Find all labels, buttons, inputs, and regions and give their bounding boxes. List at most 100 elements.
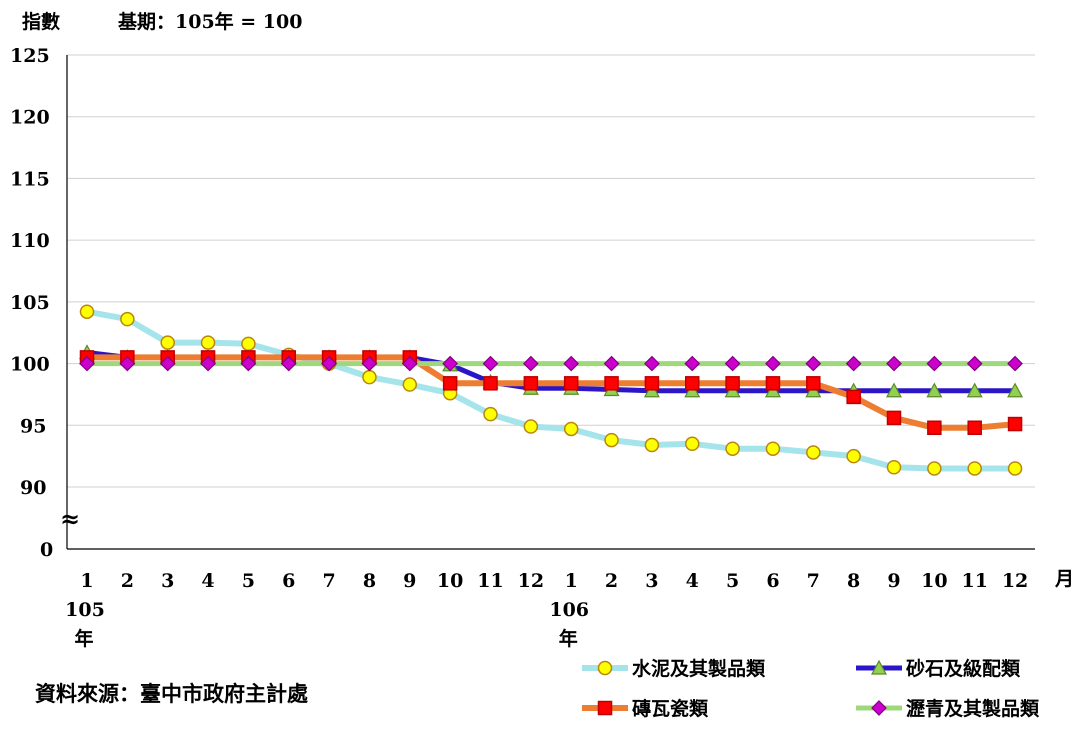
data-point	[806, 376, 821, 391]
legend-swatch-marker	[597, 700, 613, 716]
legend-item: 砂石及級配類	[856, 657, 1021, 680]
y-tick-label: 125	[10, 45, 50, 67]
x-tick-label: 5	[726, 570, 739, 592]
y-tick-label: 95	[20, 415, 46, 437]
data-point	[765, 376, 781, 391]
x-tick-label: 1	[565, 570, 578, 592]
data-point	[200, 355, 216, 372]
data-point	[241, 336, 256, 352]
base-period-note: 基期：105年 = 100	[117, 10, 302, 33]
y-tick-label: 90	[20, 477, 46, 499]
data-point	[240, 355, 257, 372]
data-point	[200, 335, 216, 350]
data-point	[604, 432, 619, 448]
x-tick-label: 11	[477, 570, 503, 592]
data-point	[1007, 461, 1023, 476]
legend-swatch-marker	[597, 660, 613, 676]
data-point	[724, 355, 741, 372]
data-point	[967, 420, 982, 436]
axis-break-symbol: ≈	[60, 504, 80, 533]
data-point	[1007, 355, 1023, 372]
data-point	[160, 335, 175, 350]
data-point	[402, 377, 418, 392]
x-tick-label: 8	[363, 570, 376, 592]
x-tick-label: 4	[201, 570, 214, 592]
data-point	[119, 355, 136, 372]
data-point	[967, 461, 982, 476]
data-point	[927, 420, 942, 436]
data-point	[886, 355, 902, 372]
data-point	[79, 304, 95, 319]
data-point	[1007, 416, 1023, 432]
series-markers-4	[79, 355, 1023, 372]
legend-label: 砂石及級配類	[906, 657, 1021, 680]
legend-label: 水泥及其製品類	[632, 658, 766, 680]
data-point	[966, 355, 983, 372]
data-point	[563, 421, 579, 437]
x-tick-label: 8	[847, 570, 860, 592]
data-point	[604, 376, 619, 391]
data-point	[805, 355, 822, 372]
x-tick-label: 2	[605, 570, 618, 592]
x-tick-label: 10	[437, 570, 463, 592]
x-unit-label: 月	[1054, 568, 1074, 590]
data-point	[644, 437, 660, 453]
x-tick-label: 3	[161, 570, 174, 592]
year-suffix-label: 年	[74, 627, 93, 650]
data-point	[523, 419, 539, 434]
data-point	[684, 355, 701, 372]
x-tick-label: 1	[80, 570, 93, 592]
year-labels: 105 年 106 年	[65, 599, 589, 650]
y-tick-label: 120	[10, 107, 50, 129]
y-tick-label: 0	[40, 539, 53, 561]
data-point	[442, 376, 458, 391]
data-point	[927, 461, 942, 476]
data-point	[685, 436, 700, 452]
x-tick-label: 5	[242, 570, 255, 592]
data-point	[482, 355, 499, 372]
x-tick-label: 10	[921, 570, 947, 592]
x-tick-label: 2	[121, 570, 134, 592]
data-point	[79, 355, 95, 372]
data-point	[483, 406, 498, 422]
data-point	[725, 376, 740, 391]
data-point	[886, 410, 902, 426]
x-tick-label: 7	[322, 570, 335, 592]
data-point	[806, 445, 821, 460]
data-point	[603, 355, 620, 372]
x-axis-ticks: 1 2 3 4 5 6 7 8 9 10 11 12 1 2 3 4 5 6 7 8 9 10 11 12	[80, 570, 1028, 592]
y-unit-label: 指數	[22, 11, 60, 33]
data-point	[523, 376, 539, 391]
x-tick-label: 12	[518, 570, 544, 592]
data-point	[361, 355, 378, 372]
data-point	[442, 355, 458, 372]
data-point	[401, 355, 418, 372]
x-tick-label: 4	[686, 570, 699, 592]
data-point	[846, 448, 861, 464]
data-point	[725, 441, 740, 456]
data-point	[483, 376, 498, 391]
y-tick-label: 100	[10, 354, 50, 376]
legend-label: 瀝青及其製品類	[906, 698, 1040, 720]
data-point	[765, 441, 781, 456]
data-point	[644, 355, 660, 372]
data-point	[846, 389, 861, 405]
data-point	[120, 311, 135, 327]
legend-swatch-marker	[871, 700, 887, 716]
y-tick-label: 105	[10, 292, 50, 314]
data-point	[523, 355, 539, 372]
legend-swatch-marker	[870, 659, 888, 675]
year-suffix-label: 年	[559, 627, 578, 650]
series-lines	[78, 304, 1024, 476]
legend-item: 水泥及其製品類	[582, 658, 766, 680]
data-point	[280, 355, 297, 372]
data-point	[765, 355, 781, 372]
data-point	[886, 460, 902, 475]
x-tick-label: 6	[282, 570, 295, 592]
x-tick-label: 3	[645, 570, 658, 592]
y-tick-label: 110	[10, 230, 50, 252]
y-tick-label: 115	[10, 168, 50, 190]
data-point	[159, 355, 176, 372]
